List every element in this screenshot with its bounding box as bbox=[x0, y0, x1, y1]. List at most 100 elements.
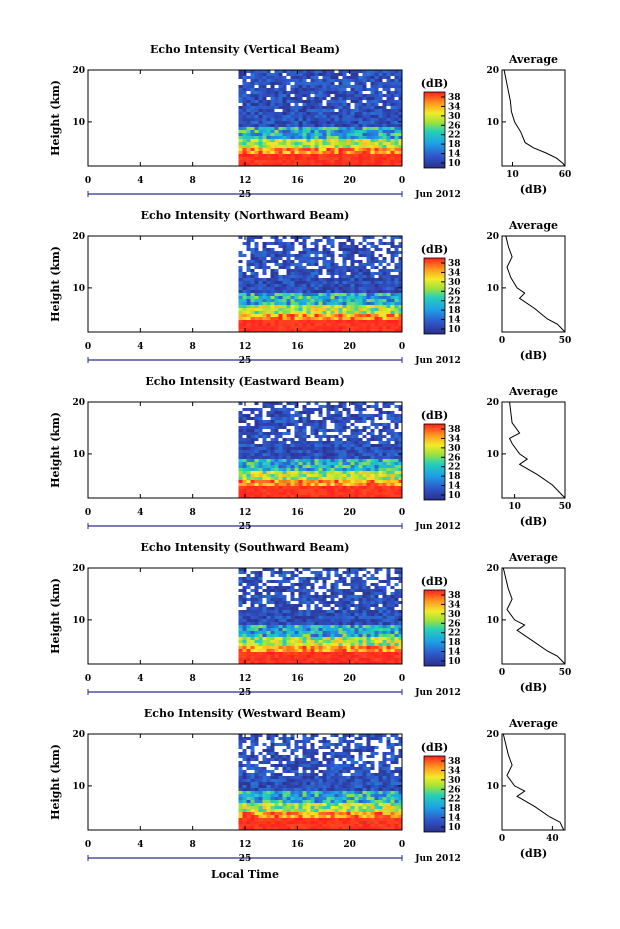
heatmap-cell bbox=[342, 468, 347, 471]
heatmap-cell bbox=[282, 109, 287, 112]
heatmap-cell bbox=[346, 655, 351, 658]
heatmap-cell bbox=[238, 290, 243, 293]
heatmap-cell bbox=[242, 414, 247, 417]
heatmap-cell bbox=[302, 420, 307, 423]
heatmap-cell bbox=[326, 112, 331, 115]
heatmap-cell bbox=[354, 79, 359, 82]
heatmap-cell bbox=[350, 414, 355, 417]
heatmap-cell bbox=[246, 465, 251, 468]
heatmap-cell bbox=[318, 148, 323, 151]
heatmap-cell bbox=[394, 471, 399, 474]
heatmap-cell bbox=[334, 465, 339, 468]
heatmap-cell bbox=[262, 133, 267, 136]
heatmap-cell bbox=[390, 284, 395, 287]
heatmap-cell bbox=[326, 317, 331, 320]
heatmap-cell bbox=[314, 646, 319, 649]
heatmap-cell bbox=[374, 284, 379, 287]
heatmap-cell bbox=[382, 426, 387, 429]
x-tick-label: 4 bbox=[137, 508, 143, 518]
heatmap-cell bbox=[274, 628, 279, 631]
heatmap-cell bbox=[270, 489, 275, 492]
heatmap-cell bbox=[394, 290, 399, 293]
heatmap-cell bbox=[374, 154, 379, 157]
heatmap-cell bbox=[290, 311, 295, 314]
heatmap-cell bbox=[286, 320, 291, 323]
heatmap-cell bbox=[238, 88, 243, 91]
heatmap-cell bbox=[322, 453, 327, 456]
heatmap-cell bbox=[394, 151, 399, 154]
heatmap-cell bbox=[238, 420, 243, 423]
heatmap-cell bbox=[278, 423, 283, 426]
heatmap-cell bbox=[274, 263, 279, 266]
heatmap-cell bbox=[330, 287, 335, 290]
heatmap-cell bbox=[342, 583, 347, 586]
heatmap-cell bbox=[346, 568, 351, 571]
heatmap-cell bbox=[370, 100, 375, 103]
heatmap-cell bbox=[302, 76, 307, 79]
heatmap-cell bbox=[394, 136, 399, 139]
heatmap-cell bbox=[390, 305, 395, 308]
heatmap-cell bbox=[298, 420, 303, 423]
heatmap-cell bbox=[258, 429, 263, 432]
heatmap-cell bbox=[394, 450, 399, 453]
heatmap-cell bbox=[330, 568, 335, 571]
heatmap-cell bbox=[262, 106, 267, 109]
heatmap-cell bbox=[354, 432, 359, 435]
heatmap-cell bbox=[250, 459, 255, 462]
heatmap-cell bbox=[290, 414, 295, 417]
heatmap-cell bbox=[326, 109, 331, 112]
heatmap-cell bbox=[294, 106, 299, 109]
heatmap-cell bbox=[242, 429, 247, 432]
heatmap-cell bbox=[274, 136, 279, 139]
heatmap-cell bbox=[318, 628, 323, 631]
heatmap-cell bbox=[398, 272, 403, 275]
heatmap-cell bbox=[338, 284, 343, 287]
heatmap-cell bbox=[342, 441, 347, 444]
heatmap-cell bbox=[334, 121, 339, 124]
heatmap-cell bbox=[390, 411, 395, 414]
heatmap-cell bbox=[330, 610, 335, 613]
heatmap-cell bbox=[262, 91, 267, 94]
heatmap-cell bbox=[302, 471, 307, 474]
heatmap-cell bbox=[258, 577, 263, 580]
heatmap-cell bbox=[302, 613, 307, 616]
heatmap-cell bbox=[298, 649, 303, 652]
heatmap-cell bbox=[354, 643, 359, 646]
heatmap-cell bbox=[258, 734, 263, 737]
heatmap-cell bbox=[330, 272, 335, 275]
heatmap-cell bbox=[322, 577, 327, 580]
heatmap-cell bbox=[362, 456, 367, 459]
heatmap-cell bbox=[342, 616, 347, 619]
heatmap-cell bbox=[382, 607, 387, 610]
heatmap-cell bbox=[374, 115, 379, 118]
heatmap-cell bbox=[330, 583, 335, 586]
heatmap-cell bbox=[350, 429, 355, 432]
heatmap-cell bbox=[250, 305, 255, 308]
heatmap-cell bbox=[310, 73, 315, 76]
heatmap-cell bbox=[338, 429, 343, 432]
heatmap-cell bbox=[326, 305, 331, 308]
heatmap-cell bbox=[254, 435, 259, 438]
heatmap-cell bbox=[390, 601, 395, 604]
heatmap-cell bbox=[294, 136, 299, 139]
heatmap-cell bbox=[302, 652, 307, 655]
heatmap-cell bbox=[290, 619, 295, 622]
heatmap-cell bbox=[298, 118, 303, 121]
heatmap-cell bbox=[390, 287, 395, 290]
heatmap-cell bbox=[354, 737, 359, 740]
heatmap-cell bbox=[278, 462, 283, 465]
heatmap-cell bbox=[338, 646, 343, 649]
heatmap-cell bbox=[350, 275, 355, 278]
heatmap-cell bbox=[258, 121, 263, 124]
heatmap-cell bbox=[354, 474, 359, 477]
heatmap-cell bbox=[278, 737, 283, 740]
heatmap-cell bbox=[286, 453, 291, 456]
heatmap-cell bbox=[302, 649, 307, 652]
heatmap-cell bbox=[374, 571, 379, 574]
heatmap-cell bbox=[246, 474, 251, 477]
heatmap-cell bbox=[390, 619, 395, 622]
heatmap-cell bbox=[330, 136, 335, 139]
heatmap-cell bbox=[250, 577, 255, 580]
y-axis-label: Height (km) bbox=[49, 80, 62, 156]
heatmap-cell bbox=[390, 160, 395, 163]
